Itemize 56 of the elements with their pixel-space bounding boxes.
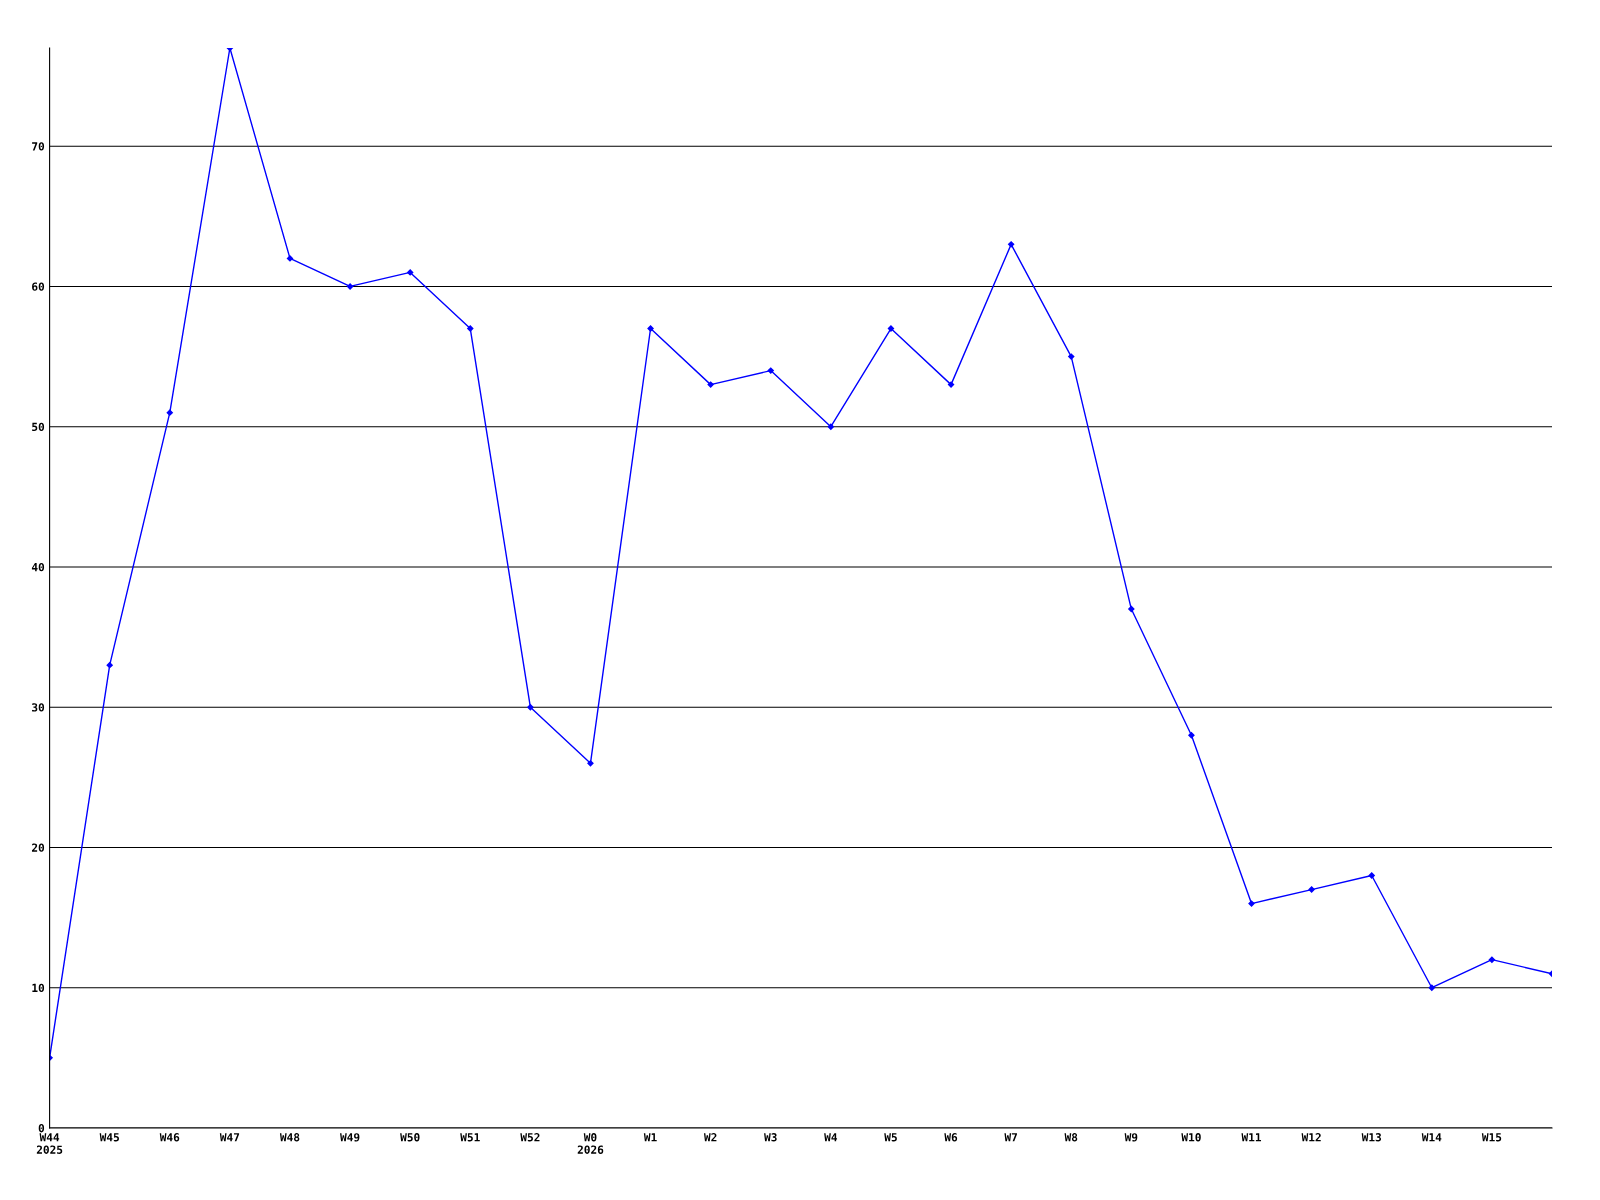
x-tick-label: W47	[219, 1133, 240, 1142]
x-tick-label: W50	[400, 1133, 420, 1142]
point	[346, 283, 354, 290]
point	[1007, 241, 1015, 248]
x-tick-label: W52	[520, 1133, 540, 1142]
point	[647, 325, 654, 332]
point	[767, 367, 774, 374]
point	[1128, 605, 1135, 613]
x-tick-label: W5	[884, 1133, 897, 1142]
x-tick-label: W49	[340, 1133, 360, 1142]
x-tick-label: W11	[1241, 1133, 1262, 1142]
point	[407, 269, 414, 276]
y-tick-label: 40	[31, 562, 45, 572]
x-tick-label: W14	[1421, 1133, 1442, 1142]
x-tick-label: W0 2026	[577, 1133, 604, 1154]
y-tick-label: 10	[32, 983, 45, 993]
x-tick-label: W48	[279, 1133, 300, 1142]
point	[106, 661, 113, 669]
point	[1428, 984, 1435, 991]
x-tick-label: W6	[944, 1133, 958, 1142]
x-tick-label: W3	[764, 1133, 777, 1142]
x-tick-label: W1	[643, 1133, 657, 1142]
x-tick-label: W7	[1004, 1133, 1017, 1142]
point	[1308, 886, 1315, 893]
point	[527, 704, 534, 711]
point	[707, 381, 714, 388]
point	[1368, 872, 1375, 879]
point	[286, 255, 294, 262]
point	[467, 325, 474, 332]
x-tick-label: W44 2025	[36, 1133, 63, 1154]
point	[827, 423, 834, 430]
y-tick-label: 60	[32, 282, 45, 291]
x-tick-label: W9	[1124, 1133, 1138, 1142]
x-tick-label: W4	[824, 1133, 838, 1142]
point	[1488, 956, 1496, 963]
x-tick-label: W12	[1301, 1133, 1321, 1142]
point	[1248, 900, 1255, 907]
y-tick-label: 20	[31, 843, 45, 852]
x-tick-label: W8	[1064, 1133, 1078, 1142]
point	[887, 325, 895, 332]
x-tick-label: W15	[1481, 1133, 1502, 1142]
y-tick-label: 50	[32, 422, 45, 432]
point	[1068, 353, 1075, 360]
x-tick-label: W2	[703, 1133, 717, 1142]
x-tick-label: W13	[1361, 1133, 1382, 1142]
y-tick-label: 0	[38, 1123, 45, 1133]
point	[947, 381, 955, 388]
point	[166, 409, 173, 416]
point	[587, 760, 594, 767]
point	[1188, 732, 1195, 739]
x-tick-label: W10	[1181, 1133, 1201, 1142]
y-tick-label: 30	[32, 703, 45, 712]
y-tick-label: 70	[32, 142, 45, 151]
x-tick-label: W51	[460, 1133, 480, 1142]
x-tick-label: W45	[99, 1133, 119, 1142]
x-tick-label: W46	[159, 1133, 180, 1142]
